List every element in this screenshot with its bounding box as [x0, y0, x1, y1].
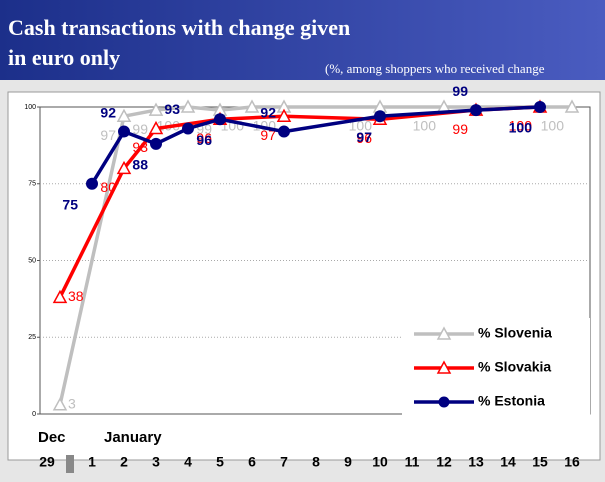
x-tick-label: 15 — [532, 454, 548, 470]
x-tick-label: 3 — [152, 454, 160, 470]
data-label: 97 — [100, 127, 116, 143]
point — [180, 99, 196, 113]
legend-marker — [436, 360, 452, 374]
x-tick-label: 29 — [39, 454, 55, 470]
data-label: 92 — [260, 104, 276, 120]
point — [534, 101, 546, 113]
legend-label: % Slovakia — [478, 359, 551, 375]
data-label: 100 — [413, 118, 437, 134]
legend-label: % Estonia — [478, 393, 545, 409]
point — [374, 110, 386, 123]
y-tick-label: 75 — [28, 181, 36, 188]
legend-label: % Slovenia — [478, 325, 552, 341]
period-label: January — [104, 429, 162, 446]
point — [116, 108, 132, 122]
chart-title: Cash transactions with change given — [8, 15, 350, 40]
point — [214, 113, 226, 126]
point — [116, 160, 132, 175]
data-label: 93 — [164, 101, 180, 117]
data-label: 3 — [68, 395, 76, 411]
chart-subtitle: (%, among shoppers who received change — [325, 61, 545, 76]
y-tick-label: 50 — [28, 257, 36, 264]
point — [564, 99, 580, 113]
x-tick-label: 2 — [120, 454, 128, 470]
data-label: 93 — [132, 139, 148, 155]
data-label: 99 — [452, 121, 468, 137]
point — [244, 99, 260, 113]
data-label: 100 — [509, 120, 533, 136]
point — [118, 125, 130, 138]
data-label: 96 — [196, 132, 212, 148]
x-tick-label: 9 — [344, 454, 352, 470]
legend-marker — [438, 396, 450, 408]
legend-marker — [436, 326, 452, 340]
x-tick-label: 8 — [312, 454, 320, 470]
x-tick-label: 14 — [500, 454, 516, 470]
x-tick-label: 10 — [372, 454, 388, 470]
data-label: 100 — [509, 118, 533, 134]
data-label: 80 — [100, 179, 116, 195]
data-label: 92 — [100, 104, 116, 120]
data-label: 96 — [196, 130, 212, 146]
point — [52, 397, 68, 411]
point — [52, 289, 68, 304]
y-tick-label: 100 — [24, 104, 36, 111]
x-tick-label: 1 — [88, 454, 96, 470]
data-label: 97 — [356, 129, 372, 145]
point — [278, 125, 290, 138]
point — [86, 177, 98, 190]
point — [182, 122, 194, 135]
point — [276, 108, 292, 122]
point — [470, 104, 482, 117]
data-label: 99 — [452, 83, 468, 99]
title-banner — [0, 0, 605, 80]
x-tick-label: 11 — [405, 454, 420, 470]
x-tick-label: 5 — [216, 454, 224, 470]
point — [150, 137, 162, 150]
y-tick-label: 25 — [28, 334, 36, 341]
x-tick-label: 6 — [248, 454, 256, 470]
period-label: Dec — [38, 429, 66, 446]
series-line — [58, 105, 572, 406]
x-tick-label: 13 — [468, 454, 484, 470]
axis-break — [66, 455, 74, 473]
x-tick-label: 12 — [436, 454, 452, 470]
data-label: 99 — [132, 121, 148, 137]
data-label: 38 — [68, 288, 84, 304]
chart-title: in euro only — [8, 45, 120, 70]
x-tick-label: 4 — [184, 454, 192, 470]
data-label: 75 — [62, 196, 78, 212]
data-label: 100 — [541, 118, 565, 134]
data-label: 88 — [132, 157, 148, 173]
x-tick-label: 7 — [280, 454, 288, 470]
y-tick-label: 0 — [32, 411, 36, 418]
x-tick-label: 16 — [564, 454, 580, 470]
data-label: 96 — [356, 130, 372, 146]
point — [148, 120, 164, 135]
point — [148, 102, 164, 116]
